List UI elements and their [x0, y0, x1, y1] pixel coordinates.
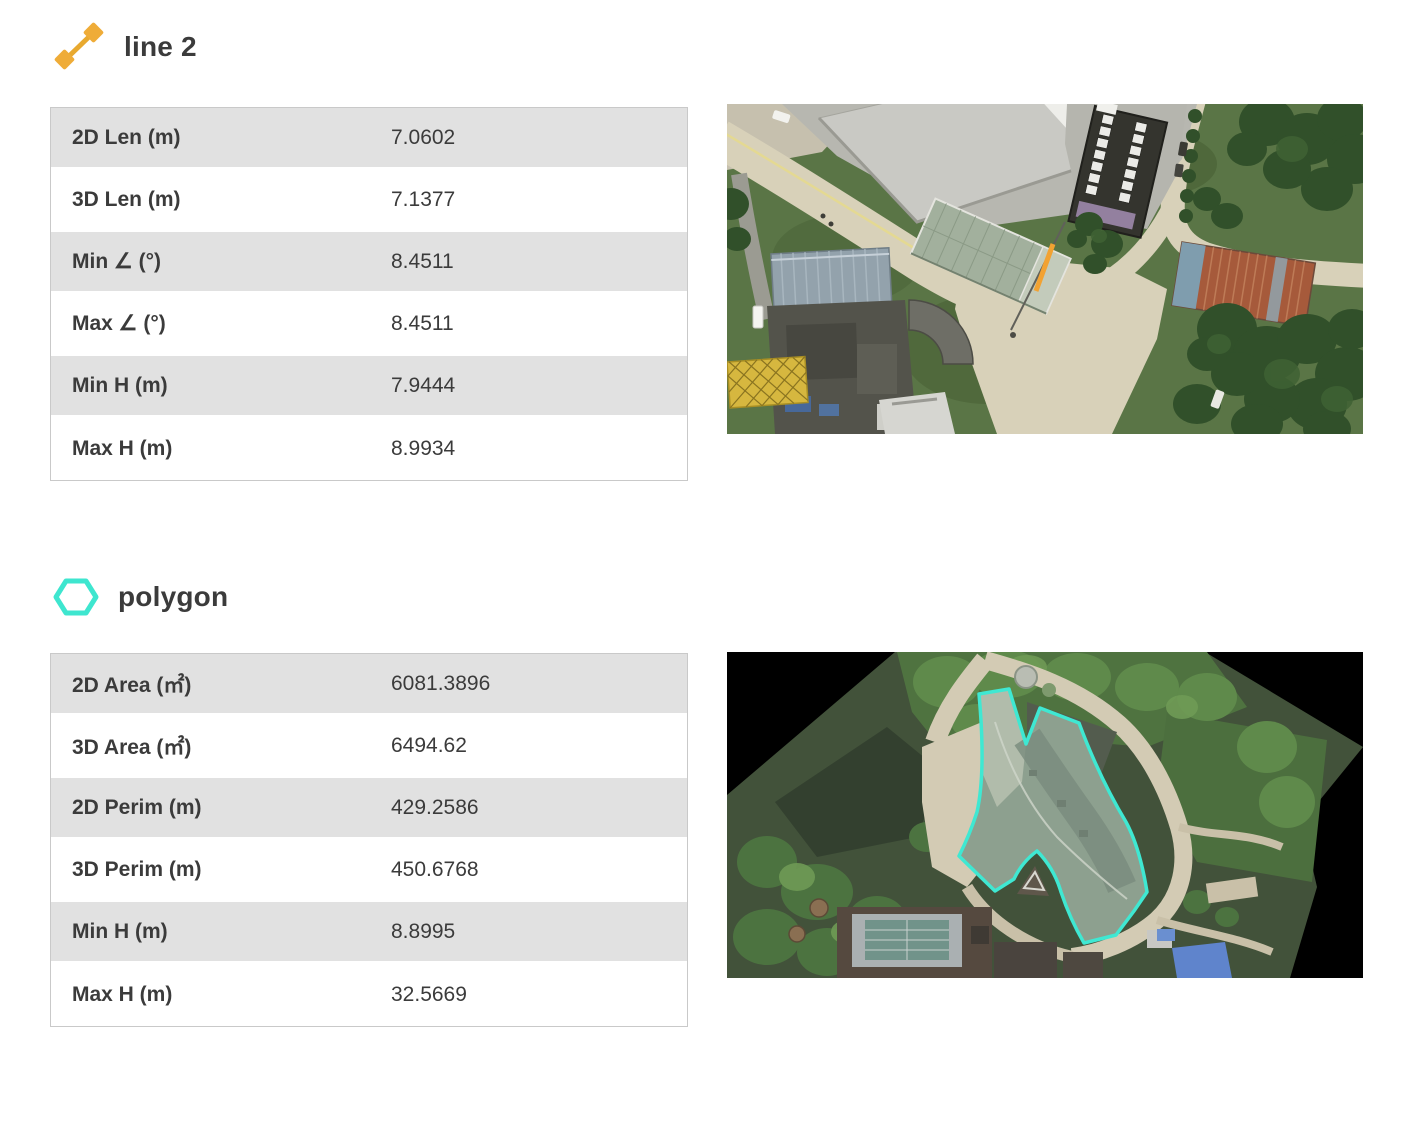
row-label: 3D Len (m)	[72, 187, 181, 211]
row-value: 8.4511	[391, 249, 454, 273]
row-value: 8.8995	[391, 919, 456, 943]
aerial-image-polygon-measurement	[727, 652, 1363, 978]
section-header-polygon: polygon	[52, 572, 228, 622]
row-value: 6081.3896	[391, 671, 491, 695]
table-row: Min ∠ (°) 8.4511	[51, 232, 687, 294]
row-label: Max H (m)	[72, 983, 173, 1006]
row-label: 3D Area (㎡)	[72, 735, 192, 759]
hexagon-icon	[53, 578, 99, 616]
aerial-image-line-measurement	[727, 104, 1363, 434]
row-value: 429.2586	[391, 795, 479, 819]
row-value: 6494.62	[391, 733, 467, 757]
row-label: Min H (m)	[72, 373, 168, 397]
row-label: 2D Len (m)	[72, 125, 181, 149]
table-row: 3D Len (m) 7.1377	[51, 170, 687, 232]
line2-measure-table: 2D Len (m) 7.0602 3D Len (m) 7.1377 Min …	[50, 107, 688, 481]
row-value: 7.9444	[391, 373, 456, 397]
table-row: 2D Len (m) 7.0602	[51, 108, 687, 170]
table-row: Max ∠ (°) 8.4511	[51, 294, 687, 356]
row-label: 3D Perim (m)	[72, 857, 202, 881]
table-row: 3D Perim (m) 450.6768	[51, 840, 687, 902]
table-row: 2D Perim (m) 429.2586	[51, 778, 687, 840]
row-value: 8.9934	[391, 437, 456, 460]
row-value: 32.5669	[391, 983, 467, 1006]
tree-canopy	[727, 104, 1363, 434]
polygon-measure-table: 2D Area (㎡) 6081.3896 3D Area (㎡) 6494.6…	[50, 653, 688, 1027]
rusty-roof-building	[1171, 241, 1317, 328]
row-label: Min ∠ (°)	[72, 250, 162, 273]
table-row: Max H (m) 8.9934	[51, 418, 687, 480]
row-value: 8.4511	[391, 311, 454, 335]
section-title: line 2	[124, 31, 197, 62]
measured-building	[959, 689, 1147, 943]
orange-measure-line	[1033, 243, 1056, 292]
aerial-scene-line	[727, 104, 1363, 434]
table-row: Min H (m) 7.9444	[51, 356, 687, 418]
row-label: Max H (m)	[72, 437, 173, 460]
row-value: 450.6768	[391, 857, 479, 881]
cyan-polygon-outline	[957, 687, 1149, 945]
table-row: 2D Area (㎡) 6081.3896	[51, 654, 687, 716]
yellow-crosshatch-marking	[727, 355, 809, 409]
aerial-scene-polygon	[727, 652, 1363, 978]
table-row: 3D Area (㎡) 6494.62	[51, 716, 687, 778]
section-header-line2: line 2	[52, 22, 197, 72]
table-row: Max H (m) 32.5669	[51, 964, 687, 1026]
row-label: 2D Area (㎡)	[72, 673, 192, 697]
vent-building	[1067, 104, 1169, 239]
row-label: Max ∠ (°)	[72, 312, 166, 335]
table-row: Min H (m) 8.8995	[51, 902, 687, 964]
line-measure-icon	[54, 22, 104, 70]
blue-roof-building	[770, 247, 893, 311]
section-title: polygon	[118, 581, 229, 612]
row-value: 7.0602	[391, 125, 456, 149]
row-value: 7.1377	[391, 187, 456, 211]
row-label: Min H (m)	[72, 919, 168, 943]
row-label: 2D Perim (m)	[72, 795, 202, 819]
